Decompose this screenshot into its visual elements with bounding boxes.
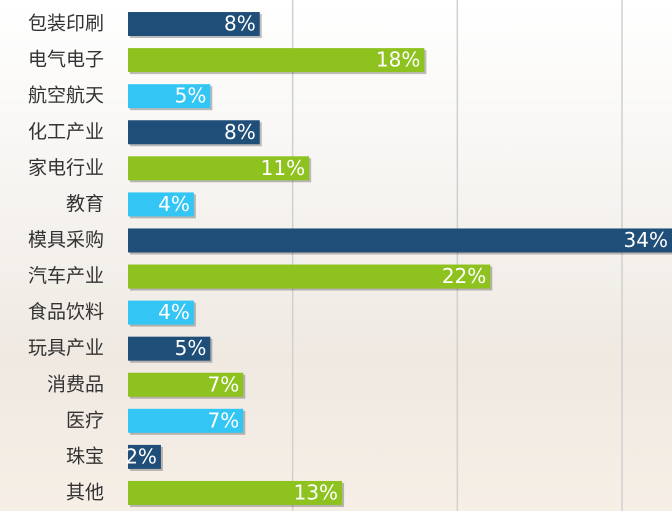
page: 包装印刷 8% 电气电子 18% 航空航天 5% 化工产业 8% 家电行业 11% 教育 4% 模具采购…	[0, 0, 672, 511]
value-label: 5%	[175, 336, 207, 360]
value-label: 5%	[175, 84, 207, 108]
bar	[128, 228, 672, 252]
value-label: 7%	[208, 408, 240, 432]
value-label: 2%	[125, 444, 157, 468]
category-label: 医疗	[66, 409, 104, 431]
value-label: 22%	[442, 264, 486, 288]
category-label: 教育	[66, 193, 104, 215]
category-label: 航空航天	[28, 85, 104, 107]
bar	[128, 265, 490, 289]
category-label: 消费品	[47, 373, 104, 395]
value-label: 8%	[224, 12, 256, 36]
category-label: 食品饮料	[28, 301, 104, 323]
category-label: 玩具产业	[28, 337, 104, 359]
value-label: 8%	[224, 120, 256, 144]
category-label: 珠宝	[66, 445, 104, 467]
value-label: 4%	[158, 300, 190, 324]
chart: 包装印刷 8% 电气电子 18% 航空航天 5% 化工产业 8% 家电行业 11% 教育 4% 模具采购…	[0, 0, 672, 511]
value-label: 18%	[376, 48, 420, 72]
category-label: 模具采购	[28, 229, 104, 251]
category-label: 电气电子	[28, 49, 104, 71]
value-label: 11%	[261, 156, 305, 180]
value-label: 34%	[624, 228, 668, 252]
category-label: 包装印刷	[28, 13, 104, 35]
value-label: 13%	[294, 480, 338, 504]
value-label: 7%	[208, 372, 240, 396]
category-label: 汽车产业	[28, 265, 104, 287]
category-label: 其他	[66, 481, 104, 503]
category-label: 化工产业	[28, 121, 104, 143]
category-label: 家电行业	[28, 157, 104, 179]
value-label: 4%	[158, 192, 190, 216]
